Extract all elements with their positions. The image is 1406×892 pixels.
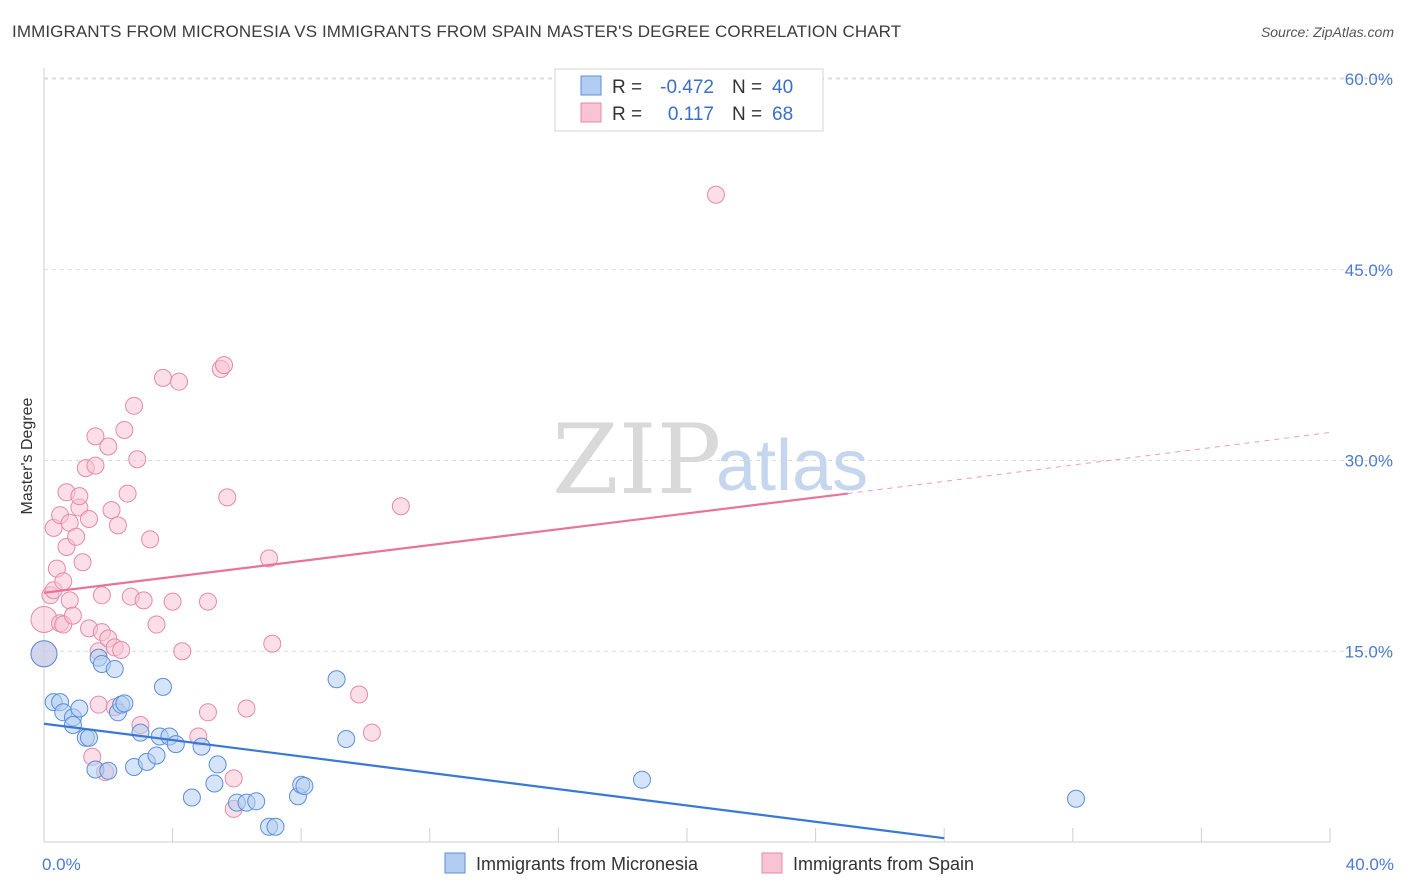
spain-point-57 [224,769,243,788]
micronesia-point-40 [1067,789,1086,808]
y-tick-label-1: 30.0% [1345,452,1393,471]
spain-point-17 [70,487,89,506]
micronesia-point-12 [99,761,118,780]
watermark-zip: ZIP [552,404,721,516]
micronesia-point-20 [147,746,166,765]
y-tick-label-3: 60.0% [1345,70,1393,89]
legend-n-label-spain: N = [732,104,762,125]
micronesia-point-6 [70,699,89,718]
micronesia-point-0 [30,640,58,668]
micronesia-point-13 [105,660,124,679]
micronesia-points [30,640,1086,836]
spain-point-35 [108,516,127,535]
spain-point-52 [198,592,217,611]
spain-point-24 [86,427,105,446]
bottom-legend-label-micronesia: Immigrants from Micronesia [476,854,699,874]
micronesia-point-33 [266,817,285,836]
micronesia-trend-line [43,722,945,840]
micronesia-point-31 [247,792,266,811]
y-tick-label-0: 15.0% [1345,642,1393,661]
legend-r-value-micronesia: -0.472 [660,77,714,98]
spain-point-8 [54,572,73,591]
micronesia-point-38 [337,729,356,748]
spain-point-31 [99,437,118,456]
legend-bottom: Immigrants from Micronesia Immigrants fr… [444,852,974,874]
legend-swatch-spain [580,102,602,123]
spain-point-28 [92,586,111,605]
legend-n-value-micronesia: 40 [772,77,793,98]
spain-point-64 [706,185,725,204]
spain-point-40 [125,396,144,415]
spain-point-55 [218,488,237,507]
micronesia-point-28 [208,755,227,774]
spain-point-43 [134,591,153,610]
bottom-legend-swatch-spain [761,852,783,874]
micronesia-point-27 [205,774,224,793]
micronesia-point-22 [153,677,172,696]
micronesia-point-24 [166,735,185,754]
spain-point-59 [260,549,279,568]
micronesia-point-36 [295,777,314,796]
trend-lines [43,432,1331,840]
micronesia-point-5 [63,716,82,735]
spain-point-58 [237,699,256,718]
spain-point-54 [215,356,234,375]
x-ticks [43,828,1331,842]
spain-point-47 [163,592,182,611]
spain-point-18 [73,553,92,572]
gridlines [44,77,1392,652]
spain-point-37 [115,420,134,439]
watermark-atlas: atlas [716,426,868,506]
legend-n-value-spain: 68 [772,104,793,125]
source-label: Source: ZipAtlas.com [1260,24,1394,40]
y-tick-label-2: 45.0% [1345,261,1393,280]
bottom-legend-label-spain: Immigrants from Spain [793,854,974,874]
spain-point-62 [362,723,381,742]
legend-top: R = -0.472 N = 40 R = 0.117 N = 68 [554,68,824,132]
spain-point-26 [89,695,108,714]
spain-point-32 [102,501,121,520]
micronesia-point-26 [192,737,211,756]
spain-points [30,185,725,818]
watermark: ZIP atlas [552,404,868,516]
spain-point-23 [86,456,105,475]
y-tick-labels: 15.0% 30.0% 45.0% 60.0% [1345,70,1393,661]
spain-point-45 [147,615,166,634]
legend-r-value-spain: 0.117 [668,104,714,125]
y-axis-label: Master's Degree [19,397,36,514]
micronesia-point-37 [327,670,346,689]
micronesia-point-18 [131,723,150,742]
spain-trend-line-extension [847,432,1331,495]
spain-point-60 [263,634,282,653]
x-tick-label-min: 0.0% [42,855,81,874]
legend-r-label-spain: R = [612,104,642,125]
micronesia-point-16 [115,694,134,713]
spain-point-44 [141,530,160,549]
micronesia-point-39 [632,770,651,789]
spain-point-41 [128,450,147,469]
micronesia-point-8 [80,728,99,747]
x-tick-label-max: 40.0% [1346,855,1394,874]
spain-point-61 [350,685,369,704]
spain-point-49 [173,642,192,661]
spain-point-21 [80,509,99,528]
legend-n-label-micronesia: N = [732,77,762,98]
spain-point-38 [118,484,137,503]
chart-title: IMMIGRANTS FROM MICRONESIA VS IMMIGRANTS… [12,22,902,41]
spain-trend-line [43,492,848,594]
spain-point-46 [153,368,172,387]
micronesia-point-25 [182,788,201,807]
spain-point-63 [391,497,410,516]
spain-point-48 [170,372,189,391]
legend-r-label-micronesia: R = [612,77,642,98]
legend-swatch-micronesia [580,75,602,96]
spain-point-15 [67,527,86,546]
spain-point-14 [63,606,82,625]
spain-point-36 [112,640,131,659]
bottom-legend-swatch-micronesia [444,852,466,874]
spain-point-51 [198,703,217,722]
spain-point-13 [60,591,79,610]
